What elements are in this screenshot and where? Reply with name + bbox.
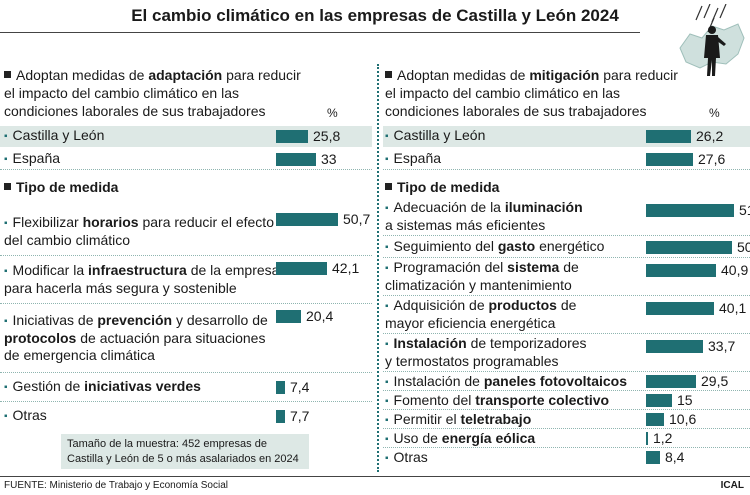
measure-row: ▪ Otras 7,7 [0, 402, 372, 430]
measure-row: ▪ Gestión de iniciativas verdes 7,4 [0, 373, 372, 402]
measure-label: ▪ Otras [4, 407, 47, 423]
measure-value: 8,4 [665, 449, 685, 465]
climate-illustration-icon [679, 4, 745, 76]
measure-bar [646, 302, 714, 315]
region-bar [276, 130, 308, 143]
measure-label: ▪ Otras [385, 449, 428, 465]
measure-value: 1,2 [653, 430, 673, 446]
measure-bar [646, 432, 648, 445]
measure-label: ▪ Uso de energía eólica [385, 430, 536, 446]
measure-value: 50,6 [737, 239, 750, 255]
region-label: ▪ Castilla y León [4, 127, 105, 143]
measure-value: 51,7 [739, 202, 750, 218]
credit-label: ICAL [720, 480, 744, 491]
region-bar [276, 153, 316, 166]
region-row: ▪ España 33 [0, 149, 372, 170]
measure-value: 33,7 [708, 338, 736, 354]
sample-note: Tamaño de la muestra: 452 empresas de Ca… [61, 434, 309, 469]
measure-label: ▪ Flexibilizar horarios para reducir el e… [4, 214, 274, 248]
region-label: ▪ España [4, 150, 61, 166]
measure-bar [276, 310, 301, 323]
measure-bar [646, 241, 732, 254]
measure-row: ▪ Programación del sistema de climatizació… [383, 258, 750, 296]
measure-label: ▪ Modificar la infraestructura de la empr… [4, 262, 280, 296]
unit-label: % [709, 106, 720, 120]
region-row: ▪ España 27,6 [383, 149, 750, 170]
measure-label: ▪ Iniciativas de prevención y desarrollo … [4, 312, 268, 363]
unit-label: % [327, 106, 338, 120]
measure-value: 7,4 [290, 379, 310, 395]
measure-label: ▪ Programación del sistema de climatizació… [385, 259, 579, 293]
measure-bar [646, 394, 672, 407]
measure-value: 15 [677, 392, 693, 408]
section-heading: Tipo de medida [385, 179, 499, 195]
measure-row: ▪ Adquisición de productos de mayor eficie… [383, 296, 750, 334]
region-bar [646, 130, 691, 143]
measure-bar [276, 410, 285, 423]
measure-label: ▪ Instalación de paneles fotovoltaicos [385, 373, 627, 389]
measure-label: ▪ Gestión de iniciativas verdes [4, 378, 201, 394]
title-rule [0, 32, 640, 33]
measure-value: 42,1 [332, 260, 360, 276]
measure-value: 50,7 [343, 211, 371, 227]
measure-label: ▪ Instalación de temporizadores y termosta… [385, 335, 587, 369]
measure-label: ▪ Adecuación de la iluminación a sistemas … [385, 199, 583, 233]
measure-row: ▪ Flexibilizar horarios para reducir el e… [0, 207, 372, 256]
measure-bar [646, 451, 660, 464]
source-note: FUENTE: Ministerio de Trabajo y Economía… [4, 480, 228, 491]
measure-label: ▪ Permitir el teletrabajo [385, 411, 532, 427]
measure-row: ▪ Otras 8,4 [383, 448, 750, 467]
measure-bar [646, 375, 696, 388]
measure-row: ▪ Fomento del transporte colectivo 15 [383, 391, 750, 410]
region-value: 33 [321, 151, 337, 167]
panel-divider [377, 64, 379, 472]
region-bar [646, 153, 693, 166]
measure-bar [646, 264, 716, 277]
measure-value: 20,4 [306, 308, 334, 324]
measure-bar [276, 381, 285, 394]
measure-bar [646, 413, 664, 426]
region-value: 25,8 [313, 128, 341, 144]
question-text: Adoptan medidas de mitigación para reduc… [385, 67, 678, 119]
measure-value: 7,7 [290, 408, 310, 424]
measure-label: ▪ Seguimiento del gasto energético [385, 238, 605, 254]
measure-value: 40,9 [721, 262, 749, 278]
region-row: ▪ Castilla y León 26,2 [383, 126, 750, 147]
measure-value: 29,5 [701, 373, 729, 389]
chart-title: El cambio climático en las empresas de C… [131, 6, 619, 25]
section-heading: Tipo de medida [4, 179, 118, 195]
measure-bar [646, 204, 734, 217]
measure-bar [276, 262, 327, 275]
question-text: Adoptan medidas de adaptación para reduc… [4, 67, 301, 119]
region-value: 26,2 [696, 128, 724, 144]
measure-bar [276, 213, 338, 226]
region-row: ▪ Castilla y León 25,8 [0, 126, 372, 147]
region-label: ▪ Castilla y León [385, 127, 486, 143]
measure-row: ▪ Instalación de temporizadores y termosta… [383, 334, 750, 372]
measure-bar [646, 340, 703, 353]
measure-label: ▪ Adquisición de productos de mayor eficie… [385, 297, 577, 331]
measure-value: 40,1 [719, 300, 747, 316]
measure-row: ▪ Instalación de paneles fotovoltaicos 29,… [383, 372, 750, 391]
footer-rule [0, 476, 750, 477]
measure-value: 10,6 [669, 411, 697, 427]
measure-row: ▪ Uso de energía eólica 1,2 [383, 429, 750, 448]
measure-label: ▪ Fomento del transporte colectivo [385, 392, 610, 408]
measure-row: ▪ Adecuación de la iluminación a sistemas … [383, 198, 750, 236]
measure-row: ▪Seguimiento del gasto energético 50,6 [383, 236, 750, 258]
measure-row: ▪ Permitir el teletrabajo 10,6 [383, 410, 750, 429]
measure-row: ▪ Iniciativas de prevención y desarrollo … [0, 304, 372, 373]
measure-row: ▪ Modificar la infraestructura de la empr… [0, 256, 372, 304]
region-label: ▪ España [385, 150, 442, 166]
region-value: 27,6 [698, 151, 726, 167]
